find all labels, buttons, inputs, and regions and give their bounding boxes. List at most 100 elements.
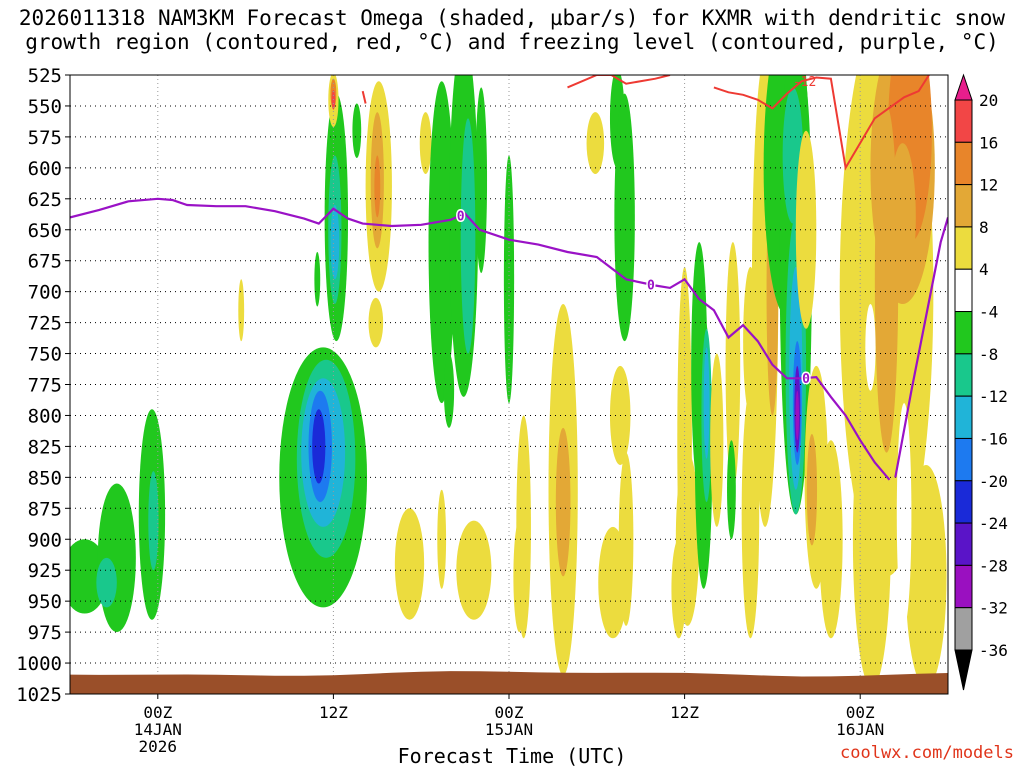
colorbar-bin <box>954 268 973 313</box>
y-tick-label: 625 <box>28 189 62 211</box>
omega-cell <box>437 489 447 589</box>
colorbar-top-arrow <box>954 73 973 101</box>
colorbar-bin <box>954 395 973 439</box>
y-tick-label: 825 <box>28 436 62 458</box>
colorbar-label: 8 <box>979 218 989 237</box>
omega-cell <box>475 87 488 274</box>
dgz-contour-line <box>713 75 930 171</box>
terrain-shape <box>70 671 948 694</box>
omega-cell <box>905 464 947 688</box>
y-tick-label: 850 <box>28 467 62 489</box>
omega-cell <box>806 434 818 546</box>
x-tick-label: 12Z <box>670 703 699 722</box>
omega-cell <box>460 118 476 354</box>
colorbar-label: -28 <box>979 556 1008 575</box>
freezing-level-line-upper <box>894 217 948 478</box>
omega-cell <box>586 112 605 175</box>
omega-cell <box>727 440 736 540</box>
colorbar-bin <box>954 437 973 482</box>
chart-title-line-2: growth region (contoured, red, °C) and f… <box>25 30 999 54</box>
y-tick-label: 750 <box>28 344 62 366</box>
chart-title-line-1: 2026011318 NAM3KM Forecast Omega (shaded… <box>18 6 1006 30</box>
omega-cell <box>330 204 340 280</box>
freezing-level-line <box>70 197 891 481</box>
freezing-level-label: 0 <box>647 279 655 294</box>
colorbar-bin <box>954 353 973 397</box>
omega-cell <box>555 427 571 577</box>
y-tick-label: 650 <box>28 220 62 242</box>
colorbar: 20 16 12 8 4 -4 -8 -12 -16 -20 -24 -28 -32 -36 <box>954 73 1008 691</box>
omega-cell <box>795 390 800 441</box>
y-tick-label: 950 <box>28 591 62 613</box>
colorbar-bin <box>954 607 973 651</box>
omega-cell <box>238 279 245 342</box>
colorbar-bin <box>954 564 973 609</box>
y-tick-label: 1025 <box>16 684 62 706</box>
colorbar-label: -24 <box>979 514 1008 533</box>
omega-shading <box>70 75 947 688</box>
x-tick-label: 00Z <box>143 703 172 722</box>
omega-cell <box>419 112 432 175</box>
omega-cell <box>374 155 381 218</box>
colorbar-bin <box>954 480 973 524</box>
omega-cell <box>618 452 634 626</box>
colorbar-bin <box>954 99 973 143</box>
y-tick-label: 600 <box>28 158 62 180</box>
y-tick-label: 575 <box>28 127 62 149</box>
omega-cell <box>148 471 159 571</box>
x-tick-label: 00Z <box>846 703 875 722</box>
colorbar-bottom-arrow <box>954 649 973 691</box>
y-tick-label: 525 <box>28 65 62 87</box>
omega-cell <box>352 103 362 158</box>
omega-cell <box>703 347 710 459</box>
colorbar-label: -36 <box>979 641 1008 660</box>
y-tick-label: 1000 <box>16 653 62 675</box>
omega-cell <box>443 353 455 428</box>
y-tick-label: 550 <box>28 96 62 118</box>
omega-cell <box>513 520 526 633</box>
omega-cell <box>96 557 117 608</box>
freezing-level-label: 0 <box>457 210 465 225</box>
x-axis-title: Forecast Time (UTC) <box>397 744 627 768</box>
colorbar-label: -16 <box>979 429 1008 448</box>
y-tick-label: 875 <box>28 498 62 520</box>
colorbar-label: 20 <box>979 91 998 110</box>
omega-cell <box>710 353 724 527</box>
terrain-band <box>70 671 948 694</box>
y-tick-label: 725 <box>28 313 62 335</box>
dgz-contour-line <box>361 90 367 104</box>
x-tick-label: 15JAN <box>485 720 533 739</box>
site-credit: coolwx.com/models <box>840 743 1014 763</box>
colorbar-label: 16 <box>979 133 998 152</box>
y-tick-label: 800 <box>28 405 62 427</box>
y-tick-label: 925 <box>28 560 62 582</box>
colorbar-bin <box>954 311 973 355</box>
x-tick-label: 12Z <box>319 703 348 722</box>
x-tick-label: 14JAN <box>134 720 182 739</box>
colorbar-label: -32 <box>979 599 1008 618</box>
y-tick-label: 675 <box>28 251 62 273</box>
colorbar-bin <box>954 522 973 566</box>
contour-lines: 0 0 0 -12 <box>70 75 948 481</box>
y-tick-label: 975 <box>28 622 62 644</box>
x-tick-label: 16JAN <box>836 720 884 739</box>
omega-cell <box>725 242 741 490</box>
colorbar-bin <box>954 226 973 270</box>
y-tick-label: 900 <box>28 529 62 551</box>
omega-cell <box>314 252 321 307</box>
colorbar-label: -12 <box>979 387 1008 406</box>
colorbar-label: -20 <box>979 472 1008 491</box>
colorbar-label: 12 <box>979 176 998 195</box>
omega-cell <box>456 520 492 620</box>
omega-cell <box>741 390 760 639</box>
omega-cell <box>614 93 635 342</box>
omega-cell <box>97 483 136 633</box>
omega-cell <box>394 508 425 620</box>
x-tick-label: 00Z <box>495 703 524 722</box>
colorbar-bin <box>954 184 973 228</box>
y-tick-label: 775 <box>28 375 62 397</box>
omega-cell <box>795 130 817 329</box>
y-tick-label: 700 <box>28 282 62 304</box>
